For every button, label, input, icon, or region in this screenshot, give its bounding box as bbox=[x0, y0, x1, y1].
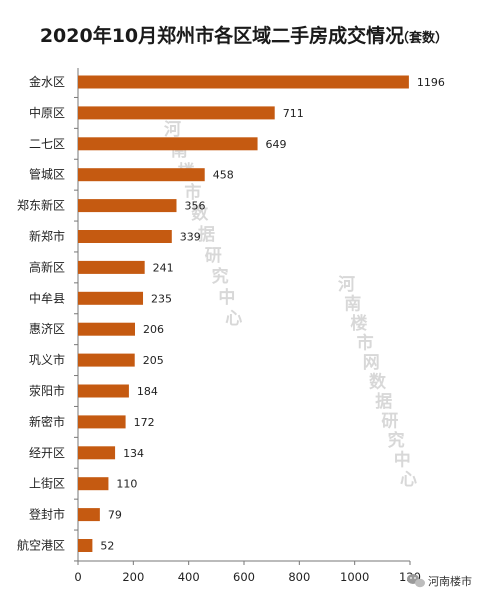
bar bbox=[78, 446, 116, 460]
watermark-text: 河南楼市网数据研究中心 bbox=[338, 275, 418, 490]
bar bbox=[78, 539, 93, 552]
bar bbox=[78, 168, 205, 182]
category-label: 航空港区 bbox=[17, 538, 65, 553]
bar bbox=[78, 477, 109, 491]
value-label: 241 bbox=[153, 261, 174, 274]
category-label: 管城区 bbox=[29, 167, 65, 182]
category-label: 荥阳市 bbox=[29, 383, 65, 398]
wechat-icon bbox=[407, 574, 425, 588]
bar bbox=[78, 106, 275, 120]
bar bbox=[78, 199, 177, 213]
watermark-2: 河南楼市网数据研究中心 bbox=[338, 275, 418, 490]
value-label: 1196 bbox=[417, 76, 445, 89]
bar bbox=[78, 291, 144, 305]
brand-name: 河南楼市 bbox=[428, 574, 472, 588]
value-label: 356 bbox=[184, 200, 205, 213]
bar bbox=[78, 322, 135, 336]
value-label: 205 bbox=[143, 354, 164, 367]
value-label: 79 bbox=[108, 509, 122, 522]
category-label: 中牟县 bbox=[29, 290, 65, 305]
bar bbox=[78, 353, 135, 367]
chart-title-unit: （套数） bbox=[396, 30, 448, 46]
value-label: 339 bbox=[180, 231, 201, 244]
category-label: 金水区 bbox=[29, 74, 65, 89]
chart-title: 2020年10月郑州市各区域二手房成交情况 bbox=[40, 24, 404, 47]
bar bbox=[78, 137, 258, 151]
category-label: 郑东新区 bbox=[17, 198, 65, 213]
watermark-1: 河南楼市数据研究中心 bbox=[164, 120, 243, 329]
category-label: 经开区 bbox=[29, 446, 65, 460]
bars: 金水区 1196 中原区 711 二七区 649 管城区 458 郑东新区 356 新郑市 339 高新… bbox=[17, 74, 445, 562]
category-label: 新密市 bbox=[29, 414, 65, 429]
x-tick-label: 200 bbox=[122, 570, 144, 584]
x-ticks: 02004006008001000120 bbox=[74, 561, 421, 584]
value-label: 134 bbox=[123, 447, 144, 460]
bar bbox=[78, 230, 172, 243]
value-label: 172 bbox=[134, 416, 155, 429]
bar bbox=[78, 384, 129, 398]
x-tick-label: 0 bbox=[74, 570, 81, 584]
value-label: 235 bbox=[151, 292, 172, 305]
category-label: 中原区 bbox=[29, 105, 65, 120]
x-tick-label: 400 bbox=[178, 570, 200, 584]
category-label: 二七区 bbox=[29, 137, 65, 151]
category-label: 上街区 bbox=[29, 477, 65, 491]
category-label: 巩义市 bbox=[29, 352, 65, 367]
category-label: 惠济区 bbox=[29, 321, 65, 336]
bar bbox=[78, 508, 100, 522]
value-label: 711 bbox=[283, 107, 304, 120]
category-label: 高新区 bbox=[29, 259, 65, 274]
bar bbox=[78, 415, 126, 429]
value-label: 206 bbox=[143, 323, 164, 336]
x-tick-label: 1000 bbox=[340, 570, 369, 584]
value-label: 110 bbox=[116, 478, 137, 491]
x-tick-label: 600 bbox=[233, 570, 255, 584]
brand: 河南楼市 bbox=[407, 574, 472, 588]
bar bbox=[78, 75, 409, 89]
x-tick-label: 800 bbox=[288, 570, 310, 584]
bar bbox=[78, 260, 145, 274]
category-label: 登封市 bbox=[29, 507, 65, 522]
value-label: 649 bbox=[266, 138, 287, 151]
value-label: 458 bbox=[213, 169, 234, 182]
category-label: 新郑市 bbox=[29, 229, 65, 244]
watermark-text: 河南楼市数据研究中心 bbox=[164, 120, 243, 329]
value-label: 184 bbox=[137, 385, 158, 398]
value-label: 52 bbox=[100, 540, 114, 553]
